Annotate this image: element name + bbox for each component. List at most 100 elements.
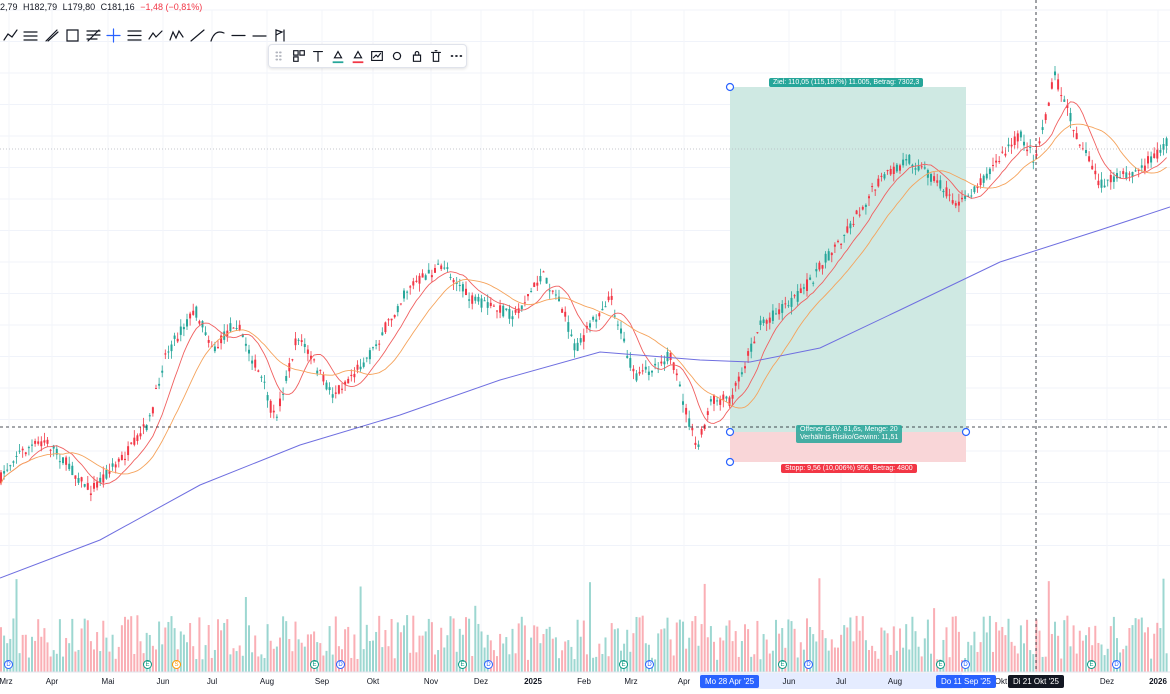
candle-body (759, 320, 762, 325)
volume-bar (207, 625, 210, 672)
template-icon[interactable] (289, 45, 309, 67)
candle-body (604, 306, 607, 308)
candle-body (992, 164, 994, 166)
settings-chart-icon[interactable] (368, 45, 388, 67)
path-icon[interactable] (146, 26, 166, 44)
earnings-marker[interactable]: E (619, 660, 628, 669)
volume-bar (480, 631, 483, 672)
drag-handle-icon[interactable] (269, 45, 289, 67)
volume-bar (337, 646, 340, 672)
curve-icon[interactable] (208, 26, 228, 44)
volume-bar (238, 645, 241, 672)
candle-body (889, 168, 892, 175)
volume-bar (1125, 645, 1128, 672)
volume-bar (282, 616, 285, 672)
volume-bar (1066, 615, 1069, 672)
ohlc-legend: 2,79 H182,79 L179,80 C181,16 −1,48 (−0,8… (0, 2, 205, 12)
volume-bar (877, 658, 880, 672)
candle-body (297, 339, 300, 341)
volume-bar (427, 618, 430, 672)
text-icon[interactable] (308, 45, 328, 67)
candle-body (71, 465, 74, 476)
extended-line-icon[interactable] (250, 26, 270, 44)
lock-icon[interactable] (407, 45, 427, 67)
position-zones[interactable] (725, 82, 971, 467)
volume-bar (232, 648, 235, 672)
volume-bar (864, 640, 867, 672)
volume-bar (954, 616, 957, 672)
volume-bar (316, 642, 319, 672)
flag-brush-icon[interactable] (270, 26, 290, 44)
parallel-channel-icon[interactable] (21, 26, 41, 44)
horizontal-ray-icon[interactable] (229, 26, 249, 44)
crosshair-icon[interactable] (104, 26, 124, 44)
volume-bar (381, 647, 384, 672)
earnings-marker[interactable]: E (310, 660, 319, 669)
dividend-marker[interactable]: D (645, 660, 654, 669)
volume-bar (220, 630, 223, 672)
dividend-marker[interactable]: D (1112, 660, 1121, 669)
rectangle-icon[interactable] (62, 26, 82, 44)
volume-bar (120, 625, 123, 672)
gear-icon[interactable] (387, 45, 407, 67)
volume-bar (1081, 640, 1084, 672)
dividend-marker[interactable]: D (484, 660, 493, 669)
candle-body (83, 484, 86, 487)
volume-bar (161, 644, 164, 672)
dividend-marker[interactable]: D (961, 660, 970, 669)
volume-bar (213, 649, 216, 672)
candle-body (1140, 165, 1143, 168)
candle-body (651, 370, 653, 373)
earnings-marker[interactable]: E (458, 660, 467, 669)
candle-body (43, 440, 46, 443)
candle-body (1069, 112, 1072, 122)
volume-bar (883, 630, 886, 672)
volume-bar (629, 651, 632, 672)
trend-line-icon[interactable] (0, 26, 20, 44)
volume-bar (517, 623, 520, 672)
candle-body (201, 321, 204, 328)
volume-bar (747, 629, 750, 672)
candle-body (449, 276, 452, 278)
volume-bar (542, 634, 545, 672)
dividend-marker[interactable]: D (4, 660, 13, 669)
volume-bar (399, 632, 402, 672)
candle-body (80, 477, 83, 482)
earnings-marker[interactable]: E (1087, 660, 1096, 669)
fill-color-icon[interactable] (328, 45, 348, 67)
split-marker[interactable]: S (172, 660, 181, 669)
candle-body (1100, 179, 1103, 188)
candle-body (626, 355, 629, 358)
earnings-marker[interactable]: E (143, 660, 152, 669)
dividend-marker[interactable]: D (336, 660, 345, 669)
more-icon[interactable] (446, 45, 466, 67)
xabcd-icon[interactable] (166, 26, 186, 44)
volume-bar (331, 654, 334, 672)
earnings-marker[interactable]: E (936, 660, 945, 669)
horizontal-channel-icon[interactable] (125, 26, 145, 44)
candle-body (368, 350, 371, 360)
trash-icon[interactable] (427, 45, 447, 67)
volume-bar (607, 656, 610, 672)
fib-retracement-icon[interactable] (83, 26, 103, 44)
candle-body (998, 161, 1001, 163)
candle-body (151, 407, 154, 414)
volume-bar (988, 615, 991, 672)
volume-bar (1128, 628, 1131, 672)
volume-bar (508, 654, 511, 672)
volume-bar (685, 648, 688, 672)
volume-bar (570, 646, 573, 672)
pitchfork-icon[interactable] (42, 26, 62, 44)
earnings-marker[interactable]: E (778, 660, 787, 669)
volume-bar (731, 641, 734, 672)
dividend-marker[interactable]: D (804, 660, 813, 669)
volume-bar (837, 647, 839, 672)
candle-body (353, 373, 356, 378)
candle-body (155, 388, 157, 390)
volume-bar (682, 621, 684, 672)
volume-bar (787, 619, 790, 672)
line-color-icon[interactable] (348, 45, 368, 67)
ray-icon[interactable] (187, 26, 207, 44)
